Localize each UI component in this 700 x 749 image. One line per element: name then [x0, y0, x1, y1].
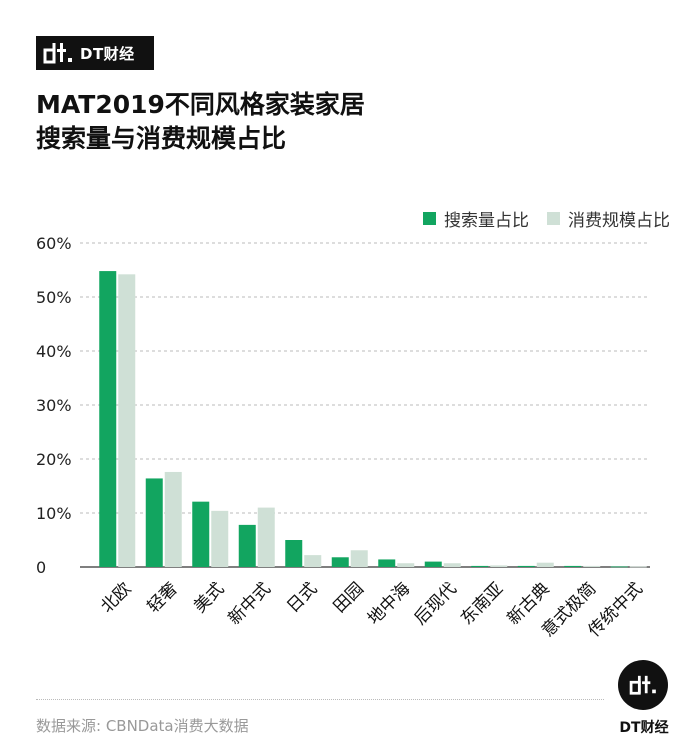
bar-consumption-4: [304, 555, 322, 567]
bar-consumption-0: [118, 274, 136, 567]
brand-name: DT财经: [80, 44, 135, 63]
bar-consumption-2: [211, 510, 229, 567]
dt-logo-icon: [43, 43, 72, 64]
bar-consumption-5: [350, 550, 368, 567]
chart-title-line-1: MAT2019不同风格家装家居: [36, 90, 365, 119]
bar-search-11: [610, 566, 628, 568]
x-tick-label: 美式: [190, 579, 228, 617]
bar-consumption-9: [536, 562, 554, 567]
legend-swatch-search: [423, 212, 436, 225]
brand-logo: DT财经: [36, 36, 154, 70]
bar-search-2: [192, 501, 210, 567]
x-tick-label: 后现代: [411, 579, 461, 629]
legend-label-search: 搜索量占比: [444, 211, 529, 231]
bar-search-4: [285, 540, 303, 567]
chart-legend: 搜索量占比 消费规模占比: [423, 206, 670, 231]
bar-consumption-10: [583, 565, 601, 567]
legend-swatch-consumption: [547, 212, 560, 225]
x-tick-label: 轻奢: [144, 579, 182, 617]
bar-search-7: [424, 561, 442, 567]
bar-search-6: [378, 559, 396, 567]
legend-item-search: 搜索量占比: [423, 206, 529, 231]
data-source: 数据来源: CBNData消费大数据: [36, 717, 249, 735]
y-tick-label: 60%: [36, 234, 72, 253]
bar-search-10: [564, 565, 582, 567]
chart-title: MAT2019不同风格家装家居 搜索量与消费规模占比: [36, 88, 596, 156]
legend-item-consumption: 消费规模占比: [547, 206, 670, 231]
x-tick-label: 东南亚: [457, 579, 507, 629]
bar-consumption-1: [164, 471, 182, 567]
chart-title-line-2: 搜索量与消费规模占比: [36, 124, 287, 153]
bar-search-9: [517, 565, 535, 567]
bar-consumption-11: [629, 566, 647, 568]
y-tick-label: 20%: [36, 450, 72, 469]
bar-search-5: [331, 557, 349, 567]
bar-consumption-6: [397, 563, 415, 567]
y-tick-label: 0: [36, 558, 46, 577]
bar-search-0: [99, 271, 117, 567]
bar-search-8: [471, 565, 489, 567]
y-tick-label: 10%: [36, 504, 72, 523]
bar-consumption-8: [490, 565, 508, 567]
bar-consumption-7: [443, 563, 461, 567]
bar-consumption-3: [257, 507, 275, 567]
x-tick-label: 北欧: [97, 579, 135, 617]
bar-search-3: [238, 524, 256, 567]
x-tick-label: 地中海: [364, 579, 414, 629]
y-tick-label: 40%: [36, 342, 72, 361]
brand-logo-corner: [618, 660, 668, 710]
x-tick-label: 田园: [330, 579, 368, 617]
bar-layer: [99, 271, 647, 568]
x-tick-label: 新中式: [225, 579, 275, 629]
legend-label-consumption: 消费规模占比: [568, 211, 670, 231]
brand-name-corner: DT财经: [619, 720, 669, 736]
y-tick-label: 50%: [36, 288, 72, 307]
source-divider: [36, 699, 604, 700]
bar-search-1: [145, 478, 163, 567]
dt-logo-icon: [629, 675, 656, 695]
x-tick-label: 日式: [283, 579, 321, 617]
y-tick-label: 30%: [36, 396, 72, 415]
